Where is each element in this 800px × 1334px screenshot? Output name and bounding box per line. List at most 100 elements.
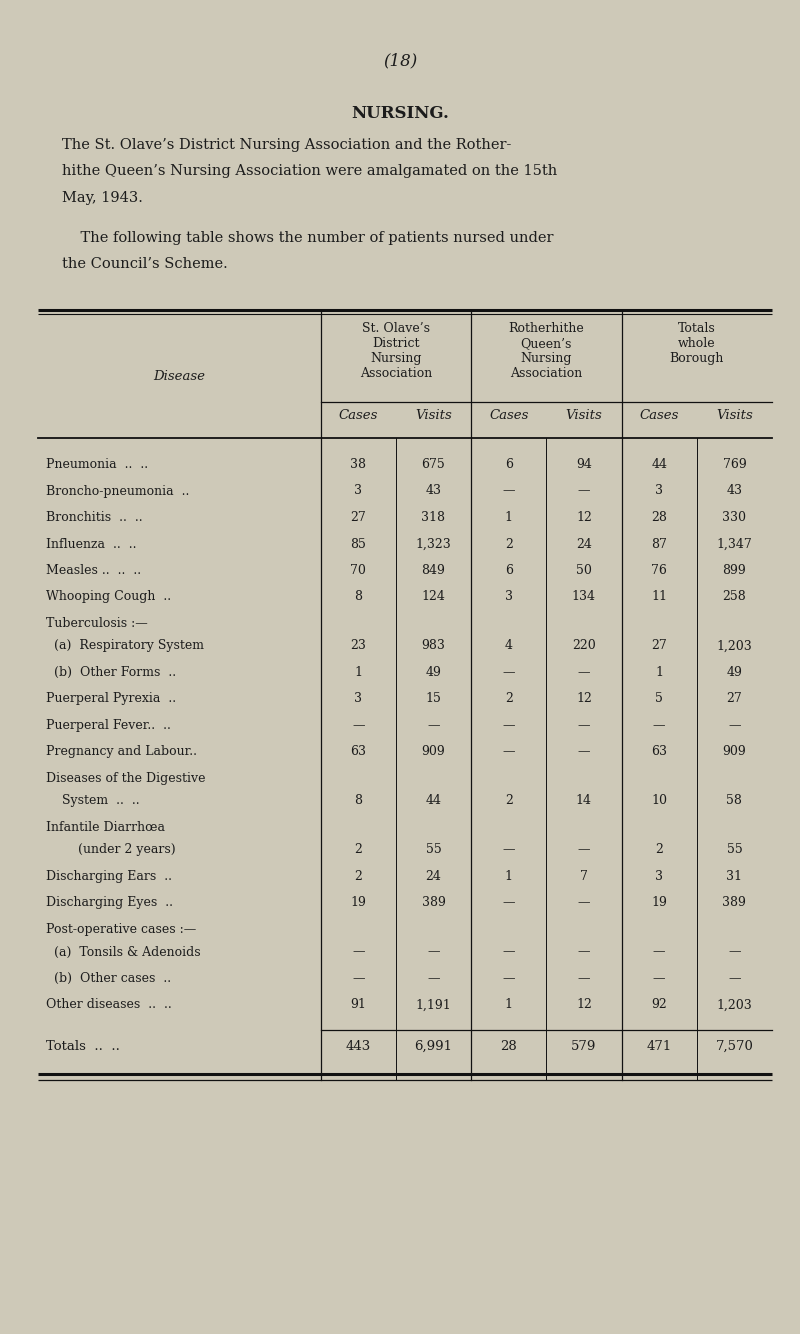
Text: Post-operative cases :—: Post-operative cases :— xyxy=(46,923,196,936)
Text: 3: 3 xyxy=(354,484,362,498)
Text: 19: 19 xyxy=(651,896,667,910)
Text: 330: 330 xyxy=(722,511,746,524)
Text: Discharging Ears  ..: Discharging Ears .. xyxy=(46,870,172,883)
Text: Whooping Cough  ..: Whooping Cough .. xyxy=(46,591,171,603)
Text: 28: 28 xyxy=(651,511,667,524)
Text: 2: 2 xyxy=(354,870,362,883)
Text: Visits: Visits xyxy=(716,410,753,422)
Text: (b)  Other cases  ..: (b) Other cases .. xyxy=(46,972,171,984)
Text: —: — xyxy=(427,719,440,732)
Text: 1: 1 xyxy=(655,666,663,679)
Text: —: — xyxy=(502,719,515,732)
Text: 3: 3 xyxy=(655,870,663,883)
Text: 63: 63 xyxy=(350,746,366,759)
Text: 87: 87 xyxy=(651,538,667,551)
Text: 85: 85 xyxy=(350,538,366,551)
Text: Diseases of the Digestive: Diseases of the Digestive xyxy=(46,772,206,784)
Text: Cases: Cases xyxy=(338,410,378,422)
Text: Totals
whole
Borough: Totals whole Borough xyxy=(670,321,724,366)
Text: 1,323: 1,323 xyxy=(415,538,451,551)
Text: —: — xyxy=(578,843,590,856)
Text: 389: 389 xyxy=(722,896,746,910)
Text: Puerperal Pyrexia  ..: Puerperal Pyrexia .. xyxy=(46,692,176,706)
Text: (18): (18) xyxy=(383,52,417,69)
Text: 7: 7 xyxy=(580,870,588,883)
Text: 983: 983 xyxy=(422,639,446,652)
Text: Influenza  ..  ..: Influenza .. .. xyxy=(46,538,137,551)
Text: 3: 3 xyxy=(655,484,663,498)
Text: (under 2 years): (under 2 years) xyxy=(46,843,176,856)
Text: Visits: Visits xyxy=(415,410,452,422)
Text: —: — xyxy=(352,946,365,959)
Text: —: — xyxy=(653,946,666,959)
Text: 579: 579 xyxy=(571,1041,597,1053)
Text: 27: 27 xyxy=(726,692,742,706)
Text: Cases: Cases xyxy=(489,410,528,422)
Text: Bronchitis  ..  ..: Bronchitis .. .. xyxy=(46,511,142,524)
Text: 76: 76 xyxy=(651,564,667,578)
Text: 63: 63 xyxy=(651,746,667,759)
Text: 1,203: 1,203 xyxy=(717,639,752,652)
Text: 1,347: 1,347 xyxy=(717,538,752,551)
Text: —: — xyxy=(578,484,590,498)
Text: 6: 6 xyxy=(505,458,513,471)
Text: 49: 49 xyxy=(726,666,742,679)
Text: (a)  Tonsils & Adenoids: (a) Tonsils & Adenoids xyxy=(46,946,201,959)
Text: Pneumonia  ..  ..: Pneumonia .. .. xyxy=(46,458,148,471)
Text: 43: 43 xyxy=(726,484,742,498)
Text: 2: 2 xyxy=(505,538,513,551)
Text: 55: 55 xyxy=(726,843,742,856)
Text: The St. Olave’s District Nursing Association and the Rother-: The St. Olave’s District Nursing Associa… xyxy=(62,137,511,152)
Text: 28: 28 xyxy=(500,1041,517,1053)
Text: —: — xyxy=(578,946,590,959)
Text: 849: 849 xyxy=(422,564,446,578)
Text: Visits: Visits xyxy=(566,410,602,422)
Text: 8: 8 xyxy=(354,591,362,603)
Text: 12: 12 xyxy=(576,692,592,706)
Text: 43: 43 xyxy=(426,484,442,498)
Text: 4: 4 xyxy=(505,639,513,652)
Text: System  ..  ..: System .. .. xyxy=(46,795,140,807)
Text: (b)  Other Forms  ..: (b) Other Forms .. xyxy=(46,666,176,679)
Text: —: — xyxy=(578,719,590,732)
Text: 15: 15 xyxy=(426,692,442,706)
Text: —: — xyxy=(427,946,440,959)
Text: 19: 19 xyxy=(350,896,366,910)
Text: 92: 92 xyxy=(651,999,667,1011)
Text: 27: 27 xyxy=(651,639,667,652)
Text: —: — xyxy=(427,972,440,984)
Text: (a)  Respiratory System: (a) Respiratory System xyxy=(46,639,204,652)
Text: 1: 1 xyxy=(354,666,362,679)
Text: 124: 124 xyxy=(422,591,446,603)
Text: NURSING.: NURSING. xyxy=(351,105,449,121)
Text: 10: 10 xyxy=(651,795,667,807)
Text: 675: 675 xyxy=(422,458,446,471)
Text: 220: 220 xyxy=(572,639,596,652)
Text: 58: 58 xyxy=(726,795,742,807)
Text: 318: 318 xyxy=(422,511,446,524)
Text: —: — xyxy=(502,666,515,679)
Text: Other diseases  ..  ..: Other diseases .. .. xyxy=(46,999,172,1011)
Text: —: — xyxy=(728,946,741,959)
Text: —: — xyxy=(653,719,666,732)
Text: 27: 27 xyxy=(350,511,366,524)
Text: May, 1943.: May, 1943. xyxy=(62,191,143,205)
Text: 8: 8 xyxy=(354,795,362,807)
Text: 3: 3 xyxy=(354,692,362,706)
Text: 258: 258 xyxy=(722,591,746,603)
Text: —: — xyxy=(502,746,515,759)
Text: Totals  ..  ..: Totals .. .. xyxy=(46,1041,120,1053)
Text: 31: 31 xyxy=(726,870,742,883)
Text: 91: 91 xyxy=(350,999,366,1011)
Text: Disease: Disease xyxy=(154,371,206,383)
Text: 5: 5 xyxy=(655,692,663,706)
Text: 7,570: 7,570 xyxy=(715,1041,754,1053)
Text: —: — xyxy=(352,972,365,984)
Text: —: — xyxy=(502,843,515,856)
Text: —: — xyxy=(502,972,515,984)
Text: Rotherhithe
Queen’s
Nursing
Association: Rotherhithe Queen’s Nursing Association xyxy=(509,321,584,380)
Text: Tuberculosis :—: Tuberculosis :— xyxy=(46,618,148,630)
Text: 909: 909 xyxy=(722,746,746,759)
Text: Measles ..  ..  ..: Measles .. .. .. xyxy=(46,564,141,578)
Text: —: — xyxy=(352,719,365,732)
